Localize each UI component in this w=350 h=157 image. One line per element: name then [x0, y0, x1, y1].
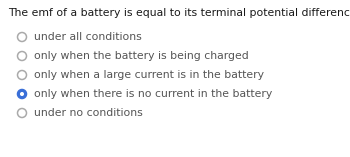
- Circle shape: [18, 89, 27, 98]
- Text: under no conditions: under no conditions: [34, 108, 143, 118]
- Text: only when a large current is in the battery: only when a large current is in the batt…: [34, 70, 264, 80]
- Text: under all conditions: under all conditions: [34, 32, 142, 42]
- Text: The emf of a battery is equal to its terminal potential difference:: The emf of a battery is equal to its ter…: [8, 8, 350, 18]
- Circle shape: [20, 92, 24, 96]
- Circle shape: [18, 32, 27, 41]
- Circle shape: [18, 70, 27, 79]
- Circle shape: [18, 51, 27, 60]
- Text: only when the battery is being charged: only when the battery is being charged: [34, 51, 249, 61]
- Text: only when there is no current in the battery: only when there is no current in the bat…: [34, 89, 272, 99]
- Circle shape: [18, 108, 27, 117]
